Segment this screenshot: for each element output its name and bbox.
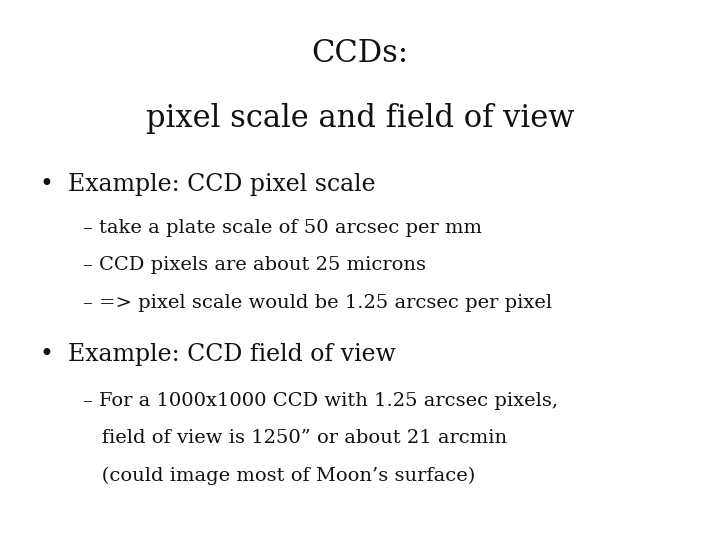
Text: CCDs:: CCDs: — [312, 38, 408, 69]
Text: •: • — [40, 343, 53, 366]
Text: field of view is 1250” or about 21 arcmin: field of view is 1250” or about 21 arcmi… — [83, 429, 507, 447]
Text: Example: CCD field of view: Example: CCD field of view — [68, 343, 396, 366]
Text: •: • — [40, 173, 53, 196]
Text: – For a 1000x1000 CCD with 1.25 arcsec pixels,: – For a 1000x1000 CCD with 1.25 arcsec p… — [83, 392, 558, 409]
Text: Example: CCD pixel scale: Example: CCD pixel scale — [68, 173, 376, 196]
Text: – take a plate scale of 50 arcsec per mm: – take a plate scale of 50 arcsec per mm — [83, 219, 482, 237]
Text: pixel scale and field of view: pixel scale and field of view — [146, 103, 574, 133]
Text: – CCD pixels are about 25 microns: – CCD pixels are about 25 microns — [83, 256, 426, 274]
Text: – => pixel scale would be 1.25 arcsec per pixel: – => pixel scale would be 1.25 arcsec pe… — [83, 294, 552, 312]
Text: (could image most of Moon’s surface): (could image most of Moon’s surface) — [83, 467, 475, 485]
